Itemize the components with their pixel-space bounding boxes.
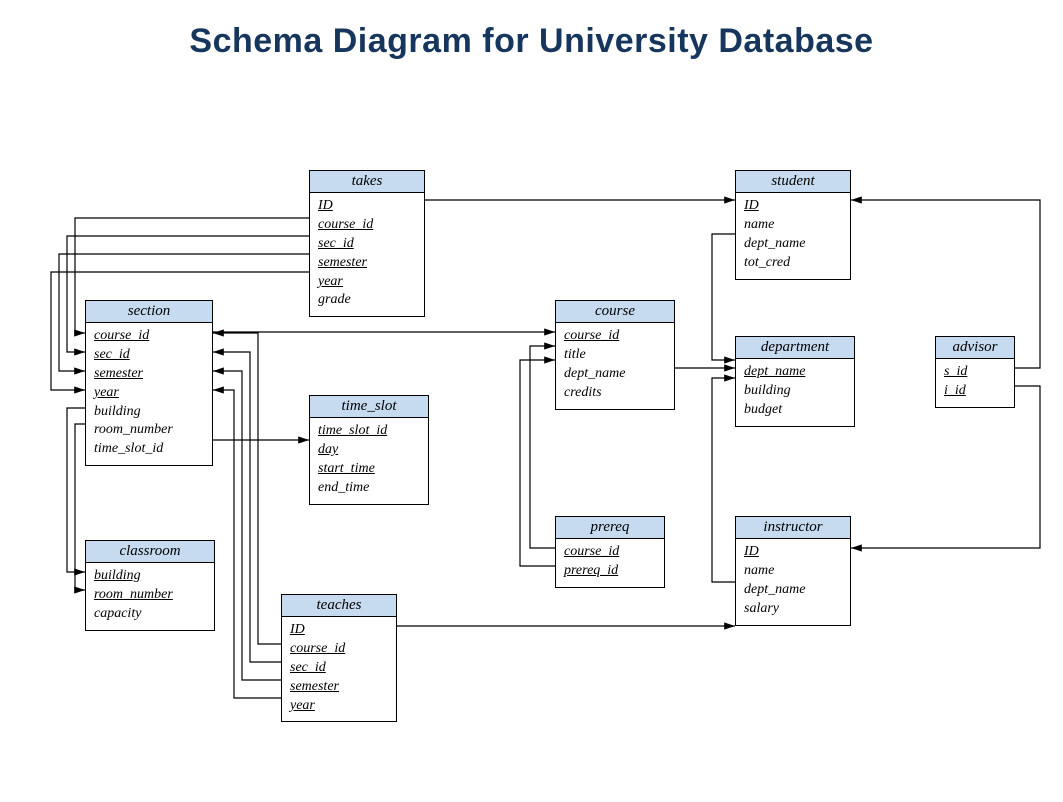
attr: i_id — [944, 382, 1006, 401]
attr: tot_cred — [744, 254, 842, 273]
attr: prereq_id — [564, 562, 656, 581]
attr: day — [318, 441, 420, 460]
entity-teaches: teaches ID course_id sec_id semester yea… — [281, 594, 397, 722]
attr: year — [290, 697, 388, 716]
attr: budget — [744, 401, 846, 420]
entity-body: ID name dept_name tot_cred — [736, 193, 850, 279]
attr: ID — [290, 621, 388, 640]
attr: ID — [744, 197, 842, 216]
entity-header: prereq — [556, 517, 664, 539]
attr: s_id — [944, 363, 1006, 382]
attr: room_number — [94, 421, 204, 440]
attr: dept_name — [744, 581, 842, 600]
attr: course_id — [94, 327, 204, 346]
attr: dept_name — [744, 235, 842, 254]
attr: start_time — [318, 460, 420, 479]
attr: credits — [564, 384, 666, 403]
attr: sec_id — [290, 659, 388, 678]
attr: name — [744, 216, 842, 235]
entity-header: time_slot — [310, 396, 428, 418]
attr: salary — [744, 600, 842, 619]
attr: end_time — [318, 479, 420, 498]
entity-header: course — [556, 301, 674, 323]
entity-body: dept_name building budget — [736, 359, 854, 426]
attr: ID — [744, 543, 842, 562]
entity-header: student — [736, 171, 850, 193]
attr: title — [564, 346, 666, 365]
attr: semester — [318, 254, 416, 273]
entity-header: advisor — [936, 337, 1014, 359]
entity-course: course course_id title dept_name credits — [555, 300, 675, 410]
attr: course_id — [318, 216, 416, 235]
entity-header: section — [86, 301, 212, 323]
attr: year — [94, 384, 204, 403]
entity-classroom: classroom building room_number capacity — [85, 540, 215, 631]
attr: year — [318, 273, 416, 292]
attr: sec_id — [318, 235, 416, 254]
diagram-canvas: Schema Diagram for University Database — [0, 0, 1063, 802]
attr: course_id — [564, 543, 656, 562]
attr: dept_name — [564, 365, 666, 384]
entity-takes: takes ID course_id sec_id semester year … — [309, 170, 425, 317]
attr: course_id — [290, 640, 388, 659]
attr: time_slot_id — [94, 440, 204, 459]
entity-body: time_slot_id day start_time end_time — [310, 418, 428, 504]
page-title: Schema Diagram for University Database — [0, 22, 1063, 61]
entity-header: instructor — [736, 517, 850, 539]
attr: dept_name — [744, 363, 846, 382]
entity-prereq: prereq course_id prereq_id — [555, 516, 665, 588]
entity-header: teaches — [282, 595, 396, 617]
entity-body: course_id prereq_id — [556, 539, 664, 587]
entity-body: course_id title dept_name credits — [556, 323, 674, 409]
attr: building — [94, 567, 206, 586]
entity-body: ID course_id sec_id semester year — [282, 617, 396, 721]
entity-advisor: advisor s_id i_id — [935, 336, 1015, 408]
entity-body: ID name dept_name salary — [736, 539, 850, 625]
attr: capacity — [94, 605, 206, 624]
entity-section: section course_id sec_id semester year b… — [85, 300, 213, 466]
attr: ID — [318, 197, 416, 216]
attr: room_number — [94, 586, 206, 605]
entity-instructor: instructor ID name dept_name salary — [735, 516, 851, 626]
attr: course_id — [564, 327, 666, 346]
attr: sec_id — [94, 346, 204, 365]
entity-header: classroom — [86, 541, 214, 563]
entity-body: ID course_id sec_id semester year grade — [310, 193, 424, 316]
entity-header: takes — [310, 171, 424, 193]
attr: semester — [94, 365, 204, 384]
entity-student: student ID name dept_name tot_cred — [735, 170, 851, 280]
entity-body: s_id i_id — [936, 359, 1014, 407]
entity-header: department — [736, 337, 854, 359]
entity-body: building room_number capacity — [86, 563, 214, 630]
attr: time_slot_id — [318, 422, 420, 441]
attr: name — [744, 562, 842, 581]
attr: building — [744, 382, 846, 401]
attr: grade — [318, 291, 416, 310]
attr: semester — [290, 678, 388, 697]
entity-body: course_id sec_id semester year building … — [86, 323, 212, 465]
attr: building — [94, 403, 204, 422]
entity-department: department dept_name building budget — [735, 336, 855, 427]
entity-time-slot: time_slot time_slot_id day start_time en… — [309, 395, 429, 505]
